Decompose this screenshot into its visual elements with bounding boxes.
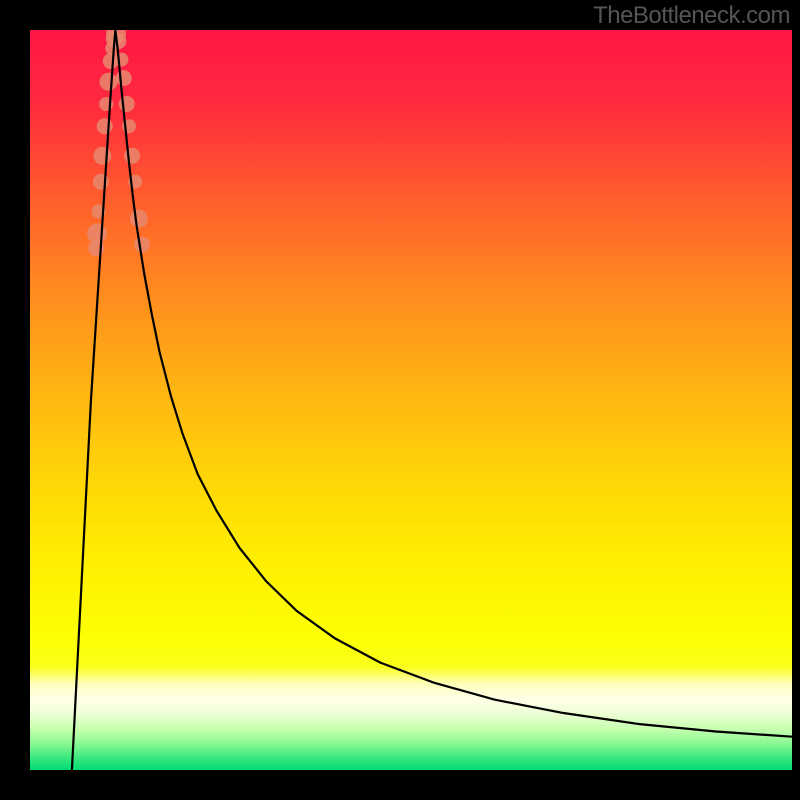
chart-container: TheBottleneck.com [0, 0, 800, 800]
frame-border-bottom [0, 770, 800, 800]
marker-dot [114, 53, 128, 67]
bottleneck-curve [72, 30, 792, 770]
marker-dot [116, 70, 132, 86]
frame-border-left [0, 0, 30, 800]
marker-dot [97, 118, 113, 134]
frame-border-right [792, 0, 800, 800]
marker-dot [99, 73, 117, 91]
marker-dot [119, 96, 135, 112]
marker-dot [130, 210, 148, 228]
marker-dot [87, 224, 107, 244]
marker-dot [93, 147, 111, 165]
marker-dot [134, 237, 150, 253]
marker-dot [124, 148, 140, 164]
plot-area [30, 30, 792, 770]
attribution-text: TheBottleneck.com [593, 2, 790, 30]
curve-svg [30, 30, 792, 770]
